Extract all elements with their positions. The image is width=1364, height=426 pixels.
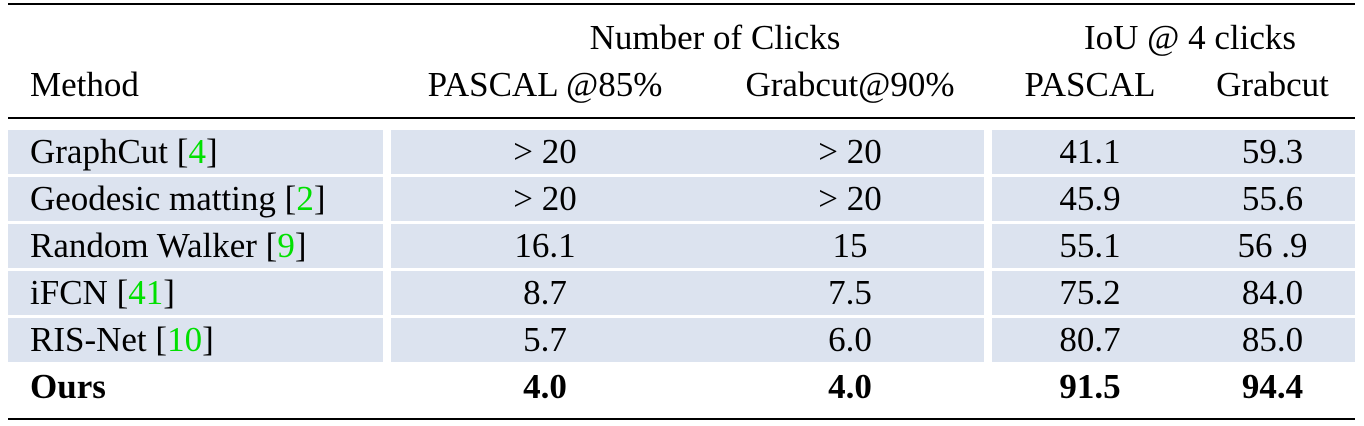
method-name: GraphCut [30,132,169,171]
row-shading [992,130,1355,174]
row-shading [992,224,1355,268]
cell-grabcut-90: 15 [832,226,868,265]
cell-pascal-85: 5.7 [523,320,567,359]
cell-pascal-iou: 80.7 [1059,320,1121,359]
cell-grabcut-iou: 55.6 [1241,179,1304,218]
cell-pascal-iou: 75.2 [1059,273,1121,312]
citation-link[interactable]: 10 [167,320,203,359]
cell-pascal-85: 4.0 [523,367,567,406]
cell-grabcut-iou: 85.0 [1241,320,1304,359]
cell-pascal-iou: 55.1 [1059,226,1121,265]
method-name: Ours [30,367,106,406]
cell-grabcut-90: 7.5 [828,273,872,312]
method-cell: iFCN [41] [30,273,175,312]
cell-grabcut-90: > 20 [818,132,882,171]
header-col-grabcut-90: Grabcut@90% [745,65,955,104]
cell-grabcut-iou: 59.3 [1241,132,1304,171]
citation-link[interactable]: 4 [188,132,206,171]
method-cell: RIS-Net [10] [30,320,214,359]
row-shading [8,224,383,268]
header-col-pascal-iou: PASCAL [1024,65,1156,104]
row-shading [391,177,984,221]
cell-pascal-iou: 41.1 [1059,132,1121,171]
cell-pascal-85: > 20 [513,132,577,171]
method-name: Geodesic matting [30,179,276,218]
cell-pascal-iou: 45.9 [1059,179,1121,218]
row-shading [8,271,383,315]
cell-grabcut-iou: 56 .9 [1237,226,1308,265]
method-name: Random Walker [30,226,257,265]
table-top-rule [8,3,1355,5]
header-method: Method [30,65,139,104]
method-cell: Ours [30,365,106,409]
method-cell: Geodesic matting [2] [30,179,326,218]
row-shading [8,130,383,174]
row-shading [391,130,984,174]
cell-pascal-85: > 20 [513,179,577,218]
citation-link[interactable]: 2 [296,179,314,218]
method-cell: Random Walker [9] [30,226,307,265]
row-shading [8,318,383,362]
method-name: RIS-Net [30,320,147,359]
row-shading [992,177,1355,221]
citation-link[interactable]: 41 [128,273,164,312]
cell-grabcut-iou: 84.0 [1241,273,1304,312]
method-cell: GraphCut [4] [30,132,218,171]
row-shading [8,177,383,221]
cell-grabcut-90: 4.0 [828,367,872,406]
cell-pascal-85: 8.7 [523,273,567,312]
cell-grabcut-90: > 20 [818,179,882,218]
header-group-number-of-clicks: Number of Clicks [589,18,841,57]
header-col-grabcut-iou: Grabcut [1216,65,1329,104]
row-shading [391,318,984,362]
table-bottom-rule [8,418,1355,420]
cell-pascal-85: 16.1 [514,226,576,265]
citation-link[interactable]: 9 [277,226,295,265]
cell-grabcut-iou: 94.4 [1241,367,1304,406]
cell-pascal-iou: 91.5 [1059,367,1121,406]
row-shading [992,271,1355,315]
row-shading [391,271,984,315]
method-name: iFCN [30,273,117,312]
table-header-rule [8,117,1355,119]
cell-grabcut-90: 6.0 [828,320,872,359]
row-shading [391,224,984,268]
header-col-pascal-85: PASCAL @85% [427,65,663,104]
row-shading [992,318,1355,362]
header-group-iou: IoU @ 4 clicks [1083,18,1297,57]
